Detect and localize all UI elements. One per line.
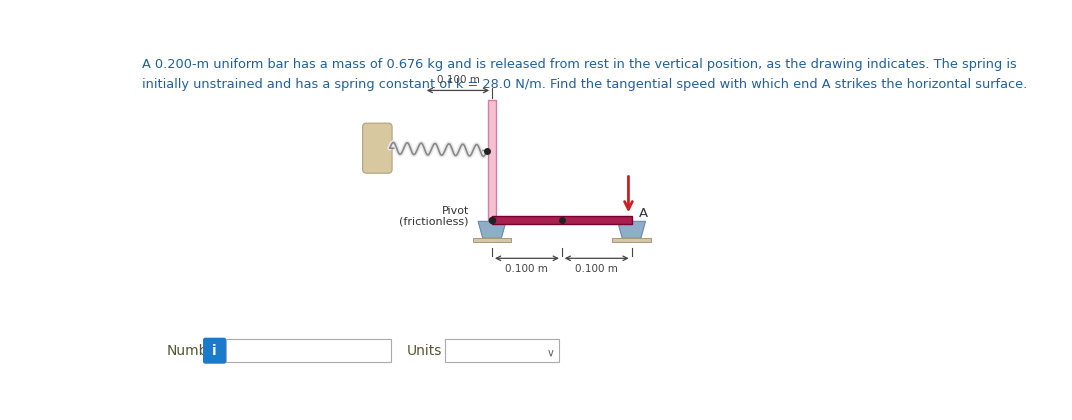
Bar xyxy=(612,238,651,242)
FancyBboxPatch shape xyxy=(204,339,225,363)
Text: Number: Number xyxy=(166,344,222,358)
Text: ∧: ∧ xyxy=(545,346,553,356)
Polygon shape xyxy=(478,221,506,238)
Text: (frictionless): (frictionless) xyxy=(399,216,468,226)
Text: Units: Units xyxy=(406,344,442,358)
Bar xyxy=(473,238,511,242)
Text: i: i xyxy=(212,344,217,358)
Text: 0.100 m: 0.100 m xyxy=(436,75,479,85)
Text: initially unstrained and has a spring constant of k = 28.0 N/m. Find the tangent: initially unstrained and has a spring co… xyxy=(142,78,1027,91)
Bar xyxy=(488,100,496,220)
FancyBboxPatch shape xyxy=(226,339,390,362)
FancyBboxPatch shape xyxy=(362,123,392,173)
Text: Pivot: Pivot xyxy=(442,205,468,215)
Bar xyxy=(492,215,631,224)
FancyBboxPatch shape xyxy=(445,339,559,362)
Text: 0.100 m: 0.100 m xyxy=(576,264,619,274)
Text: 0.100 m: 0.100 m xyxy=(506,264,549,274)
Text: A: A xyxy=(639,207,649,220)
Text: A 0.200-m uniform bar has a mass of 0.676 kg and is released from rest in the ve: A 0.200-m uniform bar has a mass of 0.67… xyxy=(142,58,1016,71)
Polygon shape xyxy=(617,221,645,238)
